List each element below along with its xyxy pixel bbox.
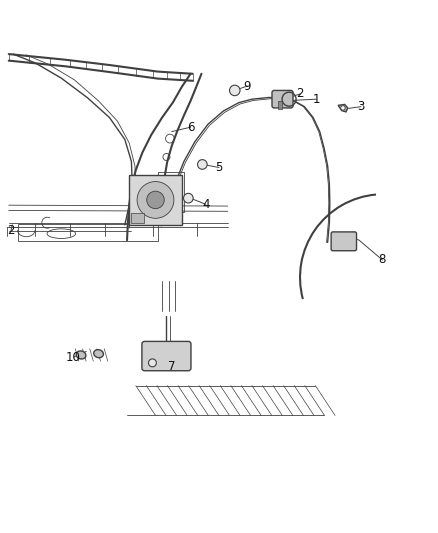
Text: 6: 6 xyxy=(187,120,194,134)
Text: 10: 10 xyxy=(66,351,81,364)
Text: 2: 2 xyxy=(7,224,15,237)
Circle shape xyxy=(198,159,207,169)
Text: 5: 5 xyxy=(215,161,223,174)
Text: 7: 7 xyxy=(168,360,176,373)
Text: 2: 2 xyxy=(296,87,304,100)
Ellipse shape xyxy=(94,350,103,358)
FancyBboxPatch shape xyxy=(272,91,293,108)
Circle shape xyxy=(148,359,156,367)
Circle shape xyxy=(341,106,345,110)
Ellipse shape xyxy=(76,351,86,359)
Bar xyxy=(162,187,173,199)
Circle shape xyxy=(147,191,164,209)
Text: 8: 8 xyxy=(379,253,386,266)
Text: 1: 1 xyxy=(312,93,320,106)
Bar xyxy=(18,224,158,241)
FancyBboxPatch shape xyxy=(142,342,191,371)
Bar xyxy=(131,213,144,223)
Polygon shape xyxy=(338,104,348,112)
Text: 3: 3 xyxy=(357,100,364,113)
FancyBboxPatch shape xyxy=(129,174,182,225)
Circle shape xyxy=(137,182,174,219)
Bar xyxy=(278,101,282,109)
Bar xyxy=(158,172,184,212)
Text: 9: 9 xyxy=(244,79,251,93)
Circle shape xyxy=(184,193,193,203)
FancyBboxPatch shape xyxy=(331,232,357,251)
Text: 4: 4 xyxy=(202,198,210,211)
Circle shape xyxy=(230,85,240,96)
